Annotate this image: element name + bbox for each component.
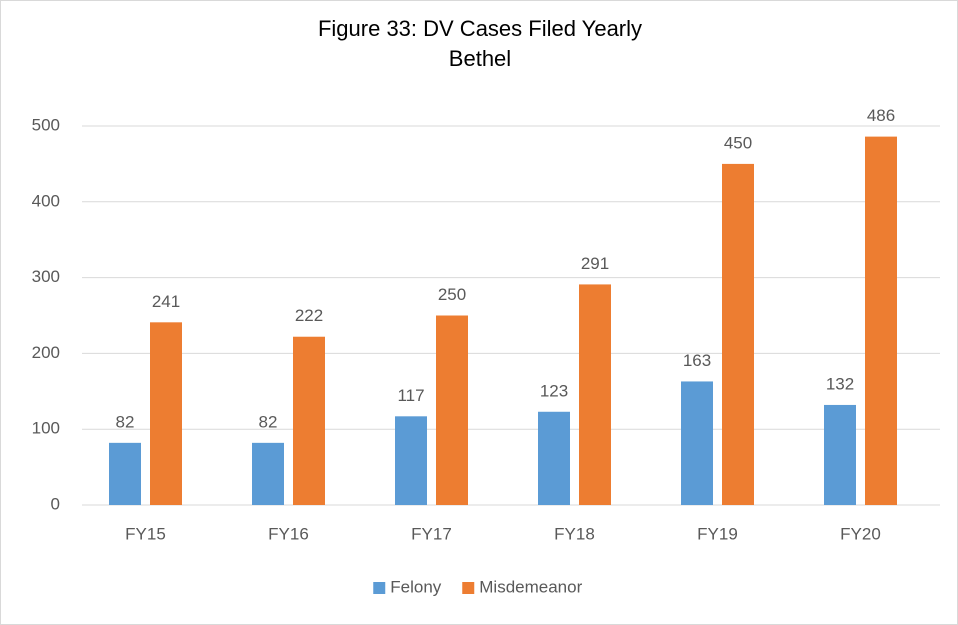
x-tick-label: FY18 [554,524,595,543]
x-tick-label: FY20 [840,524,881,543]
bar [722,163,754,505]
legend-label: Misdemeanor [479,577,582,596]
data-label: 123 [540,381,568,400]
y-tick-label: 200 [32,343,60,362]
y-tick-label: 100 [32,419,60,438]
chart-title: Figure 33: DV Cases Filed Yearly [318,16,642,41]
bar [538,411,570,505]
bar [824,404,856,505]
legend-label: Felony [390,577,442,596]
bar [109,442,141,505]
data-label: 486 [867,106,895,125]
data-label: 241 [152,292,180,311]
data-label: 450 [724,133,752,152]
y-tick-label: 500 [32,115,60,134]
data-label: 250 [438,285,466,304]
x-tick-label: FY16 [268,524,309,543]
data-label: 82 [259,412,278,431]
data-label: 132 [826,374,854,393]
bar [579,284,611,505]
bar [252,442,284,505]
data-label: 291 [581,254,609,273]
bar [293,336,325,505]
bar [436,315,468,505]
data-label: 163 [683,351,711,370]
bar [395,416,427,505]
y-tick-label: 400 [32,191,60,210]
x-tick-label: FY19 [697,524,738,543]
bar [865,136,897,505]
legend-swatch [462,582,475,594]
x-tick-label: FY17 [411,524,452,543]
bar [681,381,713,505]
data-label: 82 [116,412,135,431]
x-tick-label: FY15 [125,524,166,543]
data-label: 222 [295,306,323,325]
y-tick-label: 300 [32,267,60,286]
chart-subtitle: Bethel [449,46,511,71]
data-label: 117 [397,386,424,405]
bar [150,322,182,505]
legend-swatch [373,582,386,594]
y-tick-label: 0 [51,494,60,513]
